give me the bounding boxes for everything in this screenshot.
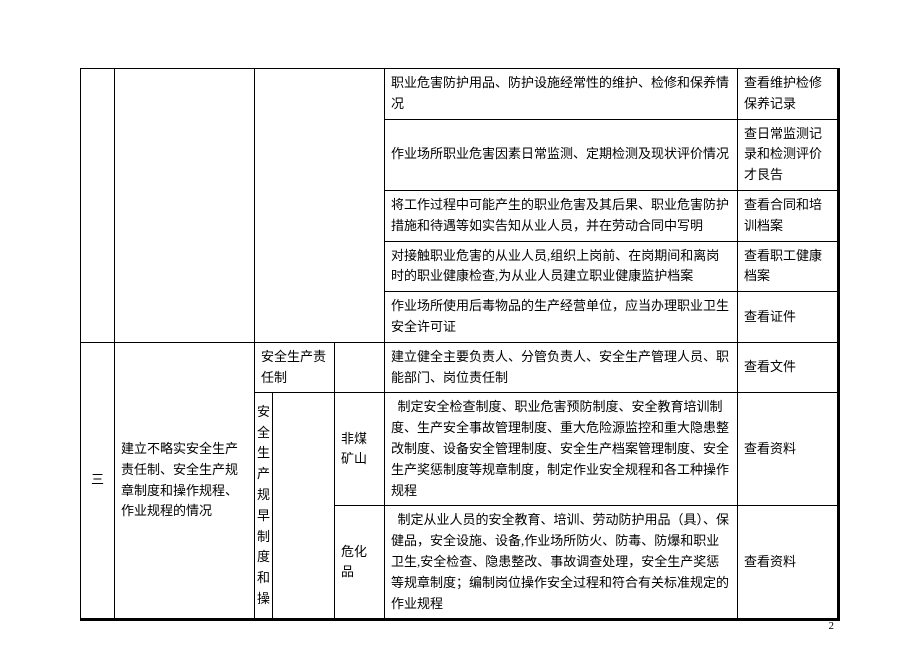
cell-content: 作业场所使用后毒物品的生产经营单位，应当办理职业卫生安全许可证 [385, 292, 738, 343]
cell-c4-nonmine: 非煤矿山 [335, 393, 385, 506]
table-container: 职业危害防护用品、防护设施经常性的维护、检修和保养情况 查看维护检修保养记录 作… [80, 68, 840, 621]
cell-check: 查看维护检修保养记录 [738, 69, 838, 120]
cell-check: 查看职工健康档案 [738, 241, 838, 292]
page-number: 2 [829, 620, 835, 632]
cell-check: 查看文件 [738, 342, 838, 393]
cell-c3a-system: 安全生产规早制度和操 [255, 393, 273, 619]
cell-content: 制定安全检查制度、职业危害预防制度、安全教育培训制度、生产安全事故管理制度、重大… [385, 393, 738, 506]
inspection-table: 职业危害防护用品、防护设施经常性的维护、检修和保养情况 查看维护检修保养记录 作… [80, 68, 838, 619]
cell-content: 建立健全主要负责人、分管负责人、安全生产管理人员、职能部门、岗位责任制 [385, 342, 738, 393]
cell-content: 作业场所职业危害因素日常监测、定期检测及现状评价情况 [385, 119, 738, 190]
table-row: 三 建立不略实安全生产责任制、安全生产规章制度和操作规程、作业规程的情况 安全生… [81, 342, 838, 393]
cell-check: 查看资料 [738, 506, 838, 619]
cell-check: 查看证件 [738, 292, 838, 343]
cell-blank-c3b [273, 69, 335, 343]
cell-content: 对接触职业危害的从业人员,组织上岗前、在岗期间和离岗时的职业健康检查,为从业人员… [385, 241, 738, 292]
section-number: 三 [81, 342, 115, 619]
table-row: 职业危害防护用品、防护设施经常性的维护、检修和保养情况 查看维护检修保养记录 [81, 69, 838, 120]
cell-c4-hazchem: 危化品 [335, 506, 385, 619]
cell-content: 制定从业人员的安全教育、培训、劳动防护用品（具）、保健品，安全设施、设备,作业场… [385, 506, 738, 619]
cell-check: 查看资料 [738, 393, 838, 506]
cell-content: 职业危害防护用品、防护设施经常性的维护、检修和保养情况 [385, 69, 738, 120]
cell-blank-num [81, 69, 115, 343]
section-title: 建立不略实安全生产责任制、安全生产规章制度和操作规程、作业规程的情况 [115, 342, 255, 619]
cell-c3b-blank [273, 393, 335, 619]
cell-blank-c4 [335, 69, 385, 343]
cell-check: 查日常监测记录和检测评价才艮告 [738, 119, 838, 190]
cell-check: 查看合同和培训档案 [738, 190, 838, 241]
cell-content: 将工作过程中可能产生的职业危害及其后果、职业危害防护措施和待遇等如实告知从业人员… [385, 190, 738, 241]
cell-blank-c3a [255, 69, 273, 343]
cell-c3-responsibility: 安全生产责任制 [255, 342, 335, 393]
cell-c4-blank [335, 342, 385, 393]
cell-blank-c2 [115, 69, 255, 343]
